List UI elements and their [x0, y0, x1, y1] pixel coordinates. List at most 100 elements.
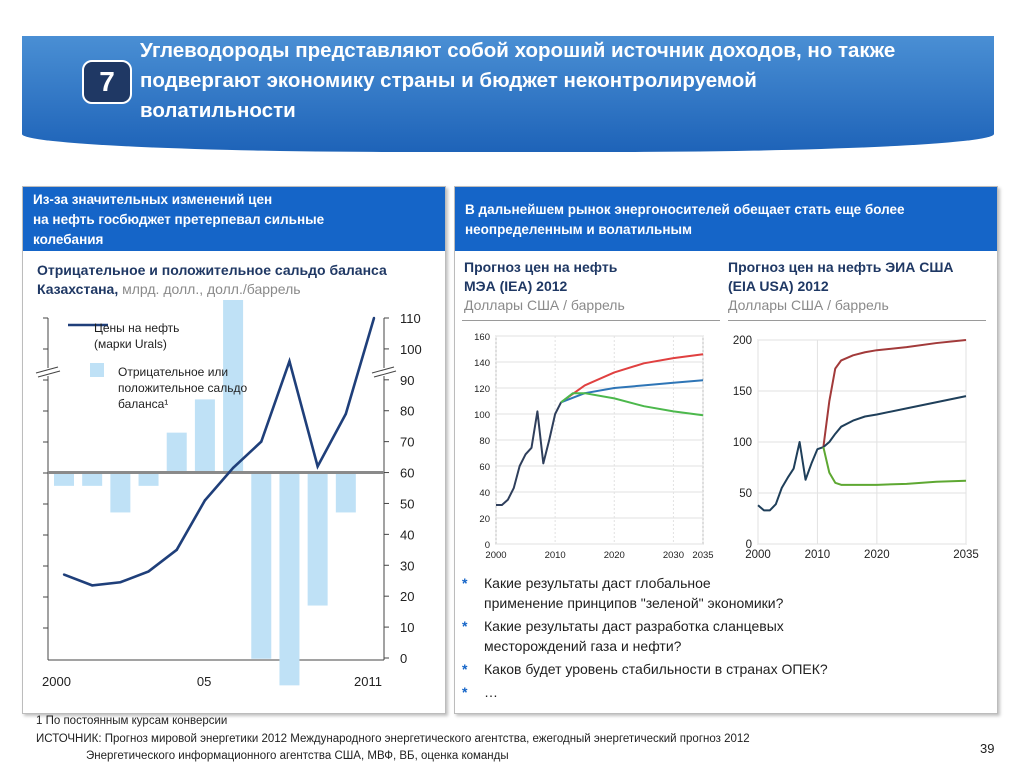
- right-axis-tick-label: 110: [400, 311, 421, 326]
- urals-price-point: [62, 573, 66, 576]
- urals-price-line: [63, 317, 376, 587]
- x-tick-label: 2035: [953, 549, 979, 561]
- forecast-series-line: [560, 353, 704, 404]
- forecast-series-line: [822, 395, 967, 448]
- y-tick-label: 50: [739, 488, 752, 500]
- iea-units: Доллары США / баррель: [464, 297, 625, 313]
- left-chart-subtitle: Отрицательное и положительное сальдо бал…: [37, 261, 441, 299]
- legend-bar-swatch: [90, 363, 104, 377]
- x-tick-label: 05: [197, 674, 211, 689]
- y-tick-label: 0: [485, 540, 490, 551]
- legend-balance-line-2: положительное сальдо: [118, 381, 248, 395]
- forecast-series-line: [822, 446, 967, 486]
- urals-price-point: [260, 440, 263, 443]
- balance-bar: [138, 472, 159, 486]
- right-axis-tick-label: 30: [400, 558, 414, 573]
- balance-bar: [110, 472, 131, 513]
- forecast-series-line: [496, 401, 562, 506]
- question-item: * Какие результаты даст разработка сланце…: [462, 616, 982, 636]
- axis-break: [36, 368, 60, 376]
- right-axis-tick-label: 100: [400, 342, 422, 357]
- question-text: Какие результаты даст разработка сланцев…: [484, 618, 784, 634]
- right-header-line: В дальнейшем рынок энергоносителей обеща…: [465, 202, 905, 217]
- forecast-series-line: [560, 379, 704, 404]
- right-panel: В дальнейшем рынок энергоносителей обеща…: [454, 186, 998, 714]
- x-tick-label: 2000: [485, 550, 506, 561]
- slide-title-line: волатильности: [140, 99, 296, 122]
- question-text: месторождений газа и нефти?: [484, 638, 682, 654]
- right-header-line: неопределенным и волатильным: [465, 222, 692, 237]
- x-tick-label: 2010: [545, 550, 566, 561]
- urals-price-point: [175, 548, 178, 552]
- balance-bar: [307, 472, 328, 606]
- x-tick-label: 2000: [42, 674, 71, 689]
- header-band: [22, 36, 994, 152]
- eia-title-line: (EIA USA) 2012: [728, 278, 829, 294]
- slide-title: Углеводороды представляют собой хороший …: [140, 36, 990, 126]
- legend-balance-line-3: баланса¹: [118, 397, 169, 411]
- y-tick-label: 100: [733, 437, 752, 449]
- iea-title-line: Прогноз цен на нефть: [464, 259, 618, 275]
- urals-price-point: [372, 316, 376, 320]
- urals-price-point: [119, 581, 122, 584]
- right-axis-tick-label: 40: [400, 527, 414, 542]
- bullet-star: *: [462, 575, 468, 591]
- forecast-series-line: [560, 392, 704, 417]
- bullet-star: *: [462, 618, 468, 634]
- legend-oil-line-2: (марки Urals): [94, 337, 167, 351]
- axis-break-mark: [35, 366, 59, 374]
- axis-break-mark: [371, 366, 395, 374]
- x-tick-label: 2011: [354, 674, 382, 689]
- eia-units: Доллары США / баррель: [728, 297, 889, 313]
- left-panel-header: Из-за значительных изменений цен на нефт…: [23, 187, 445, 251]
- page-number: 39: [980, 741, 995, 756]
- iea-title-line: МЭА (IEA) 2012: [464, 278, 568, 294]
- legend-oil-line-1: Цены на нефть: [94, 321, 180, 335]
- right-axis-tick-label: 70: [400, 435, 414, 450]
- axis-break-mark: [37, 370, 61, 378]
- left-header-line: колебания: [33, 232, 104, 247]
- left-subtitle-units: млрд. долл., долл./баррель: [118, 281, 301, 297]
- iea-chart-title: Прогноз цен на нефть МЭА (IEA) 2012 Долл…: [464, 258, 720, 315]
- question-text: …: [484, 684, 498, 700]
- eia-title-underline: [728, 320, 986, 321]
- x-tick-label: 2035: [692, 550, 713, 561]
- right-axis-tick-label: 80: [400, 404, 414, 419]
- legend-oil-price: Цены на нефть (марки Urals): [94, 320, 234, 352]
- y-tick-label: 120: [474, 384, 490, 395]
- balance-bar: [251, 472, 272, 659]
- right-axis-tick-label: 50: [400, 496, 414, 511]
- balance-bar: [223, 300, 244, 473]
- iea-title-underline: [462, 320, 720, 321]
- right-axis-tick-label: 90: [400, 373, 414, 388]
- footnote-1: 1 По постоянным курсам конверсии: [36, 715, 228, 727]
- balance-bar: [54, 472, 74, 486]
- axis-break-mark: [373, 370, 397, 378]
- y-tick-label: 100: [474, 410, 490, 421]
- urals-price-point: [288, 360, 291, 363]
- question-item: *…: [462, 682, 982, 702]
- question-item: * Каков будет уровень стабильности в стра…: [462, 659, 982, 679]
- x-tick-label: 2020: [604, 550, 625, 561]
- urals-price-point: [231, 466, 235, 470]
- urals-price-point: [147, 570, 150, 573]
- legend-balance-line-1: Отрицательное или: [118, 365, 229, 379]
- balance-bar: [194, 399, 215, 473]
- right-axis-tick-label: 20: [400, 589, 414, 604]
- x-tick-label: 2010: [805, 549, 831, 561]
- bullet-star: *: [462, 684, 468, 700]
- axis-break: [372, 368, 396, 376]
- y-tick-label: 80: [479, 436, 490, 447]
- y-tick-label: 160: [474, 332, 490, 343]
- y-tick-label: 20: [479, 514, 490, 525]
- y-tick-label: 200: [733, 335, 752, 347]
- question-item-cont: месторождений газа и нефти?: [462, 636, 982, 656]
- right-panel-header: В дальнейшем рынок энергоносителей обеща…: [455, 187, 997, 251]
- balance-bar: [335, 472, 356, 513]
- y-tick-label: 140: [474, 358, 490, 369]
- balance-bar: [166, 432, 187, 473]
- right-axis-tick-label: 0: [400, 651, 407, 666]
